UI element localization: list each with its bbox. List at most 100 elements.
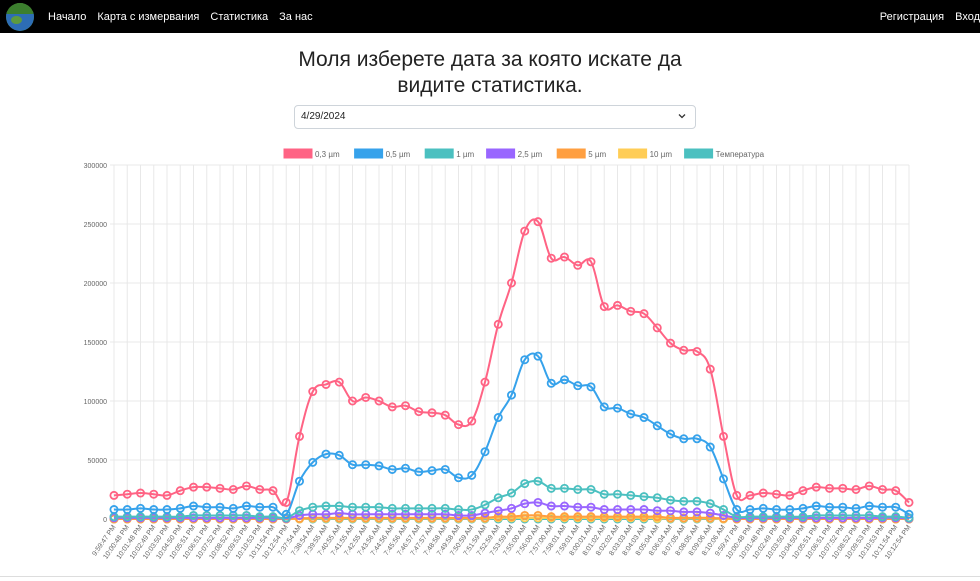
- series-0-point: [613, 300, 623, 310]
- series-3-point: [679, 507, 689, 517]
- series-1-point: [573, 381, 583, 391]
- series-0-point: [719, 431, 729, 441]
- series-3-point: [560, 501, 570, 511]
- series-0-point: [878, 484, 888, 494]
- series-4-point: [520, 510, 530, 520]
- series-1-point: [453, 473, 463, 483]
- series-0-point: [361, 392, 371, 402]
- series-0-point: [453, 420, 463, 430]
- series-line-1: [113, 352, 910, 517]
- series-1-point: [811, 501, 821, 511]
- series-2-point: [400, 503, 410, 513]
- legend-swatch-3: [486, 148, 516, 159]
- series-0-point: [904, 497, 914, 507]
- legend-label-0: 0,3 µm: [315, 150, 340, 159]
- series-1-point: [639, 413, 649, 423]
- series-0-point: [347, 396, 357, 406]
- series-1-point: [719, 474, 729, 484]
- series-2-point: [652, 493, 662, 503]
- y-tick-label: 150000: [84, 340, 107, 347]
- series-3-point: [719, 510, 729, 520]
- series-1-point: [109, 505, 119, 515]
- series-1-point: [520, 355, 530, 365]
- series-3-point: [626, 505, 636, 515]
- series-3-point: [321, 509, 331, 519]
- series-0-point: [122, 489, 132, 499]
- series-2-point: [811, 510, 821, 520]
- series-0-point: [785, 490, 795, 500]
- series-3-point: [294, 510, 304, 520]
- series-1-point: [321, 449, 331, 459]
- series-1-point: [241, 501, 251, 511]
- series-2-point: [467, 505, 477, 515]
- series-3-point: [666, 506, 676, 516]
- y-tick-label: 250000: [84, 222, 107, 229]
- nav-link-login[interactable]: Вход: [955, 10, 980, 23]
- series-1-point: [506, 390, 516, 400]
- legend-label-3: 2,5 µm: [518, 150, 543, 159]
- series-1-point: [281, 509, 291, 519]
- nav-link-map[interactable]: Карта с измервания: [97, 10, 200, 23]
- series-1-point: [228, 503, 238, 513]
- series-1-point: [414, 467, 424, 477]
- series-3-point: [613, 505, 623, 515]
- series-1-point: [626, 409, 636, 419]
- nav-link-statistics[interactable]: Статистика: [210, 10, 269, 23]
- series-1-point: [560, 375, 570, 385]
- series-1-point: [387, 464, 397, 474]
- series-3-point: [573, 502, 583, 512]
- series-2-point: [268, 512, 278, 522]
- series-1-point: [904, 509, 914, 519]
- series-2-point: [613, 489, 623, 499]
- series-1-point: [374, 461, 384, 471]
- series-0-point: [109, 490, 119, 500]
- series-3-point: [506, 503, 516, 513]
- nav-link-about[interactable]: За нас: [279, 10, 313, 23]
- nav-link-register[interactable]: Регистрация: [879, 10, 945, 23]
- series-0-point: [891, 486, 901, 496]
- series-1-point: [705, 442, 715, 452]
- date-select[interactable]: 4/29/2024: [294, 105, 696, 129]
- series-0-point: [440, 410, 450, 420]
- series-1-point: [162, 505, 172, 515]
- series-0-point: [215, 483, 225, 493]
- series-3-point: [599, 505, 609, 515]
- series-4-point: [506, 512, 516, 522]
- series-3-point: [387, 509, 397, 519]
- series-2-point: [891, 512, 901, 522]
- series-0-point: [374, 396, 384, 406]
- series-3-point: [480, 508, 490, 518]
- series-0-point: [599, 302, 609, 312]
- date-select-value: 4/29/2024: [301, 111, 346, 122]
- series-0-point: [666, 338, 676, 348]
- series-3-point: [467, 510, 477, 520]
- series-2-point: [427, 503, 437, 513]
- series-1-point: [467, 470, 477, 480]
- series-3-point: [652, 506, 662, 516]
- series-0-point: [308, 387, 318, 397]
- y-tick-label: 300000: [84, 163, 107, 170]
- page-title-line-2: видите статистика.: [397, 74, 583, 97]
- series-2-point: [215, 510, 225, 520]
- series-1-point: [400, 463, 410, 473]
- series-1-point: [679, 434, 689, 444]
- series-1-point: [361, 460, 371, 470]
- series-0-point: [135, 488, 145, 498]
- series-4-point: [546, 512, 556, 522]
- series-1-point: [202, 502, 212, 512]
- series-1-point: [268, 502, 278, 512]
- series-2-point: [719, 505, 729, 515]
- series-1-point: [758, 503, 768, 513]
- series-4-point: [573, 512, 583, 522]
- series-0-point: [387, 402, 397, 412]
- series-2-point: [864, 510, 874, 520]
- site-logo[interactable]: [6, 2, 34, 31]
- series-1-point: [546, 378, 556, 388]
- series-2-point: [692, 496, 702, 506]
- series-1-point: [652, 421, 662, 431]
- series-0-point: [838, 483, 848, 493]
- series-0-point: [825, 483, 835, 493]
- series-4-point: [692, 513, 702, 523]
- series-3-point: [705, 508, 715, 518]
- nav-link-home[interactable]: Начало: [48, 10, 87, 23]
